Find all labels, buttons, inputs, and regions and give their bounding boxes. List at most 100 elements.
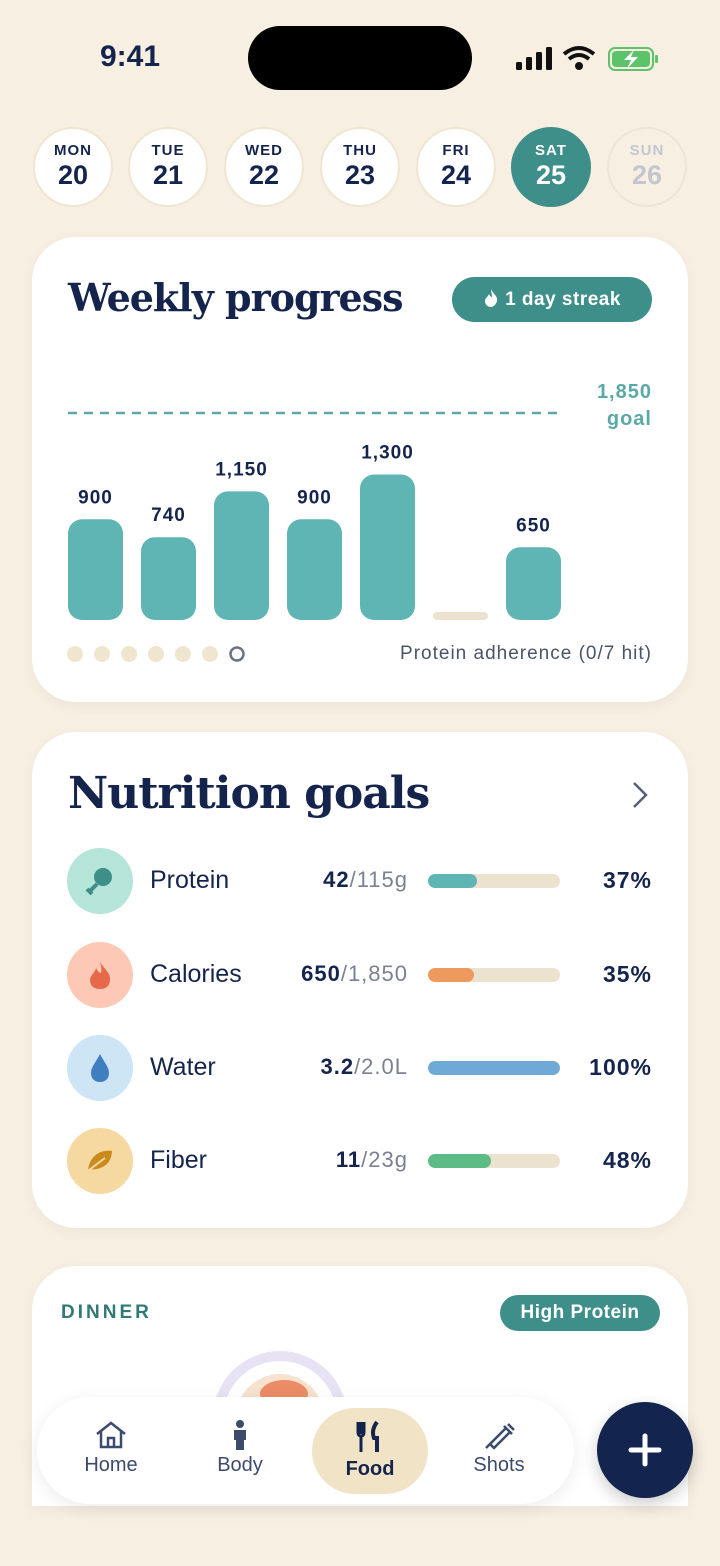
day-date: 25 xyxy=(535,160,567,190)
tab-label: Home xyxy=(84,1454,138,1476)
goal-amount: 3.2/2.0L xyxy=(320,1054,408,1080)
goal-current: 11 xyxy=(335,1147,362,1172)
day-name: THU xyxy=(343,142,377,159)
goal-percent: 48% xyxy=(602,1147,652,1173)
bar xyxy=(506,547,561,620)
tab-label: Shots xyxy=(473,1454,525,1476)
tab-body[interactable]: Body xyxy=(182,1408,298,1494)
streak-text: 1 day streak xyxy=(505,289,621,310)
weekly-card: Weekly progress 1 day streak 1,850 goal … xyxy=(32,237,688,702)
nutrition-title: Nutrition goals xyxy=(68,768,430,819)
status-time: 9:41 xyxy=(100,40,161,73)
bar xyxy=(141,537,196,620)
goal-row: Calories 650/1,850 35% xyxy=(32,942,688,1008)
goal-icon xyxy=(67,942,133,1008)
home-icon xyxy=(96,1421,126,1449)
day-chip[interactable]: THU 23 xyxy=(320,127,400,207)
goal-target: /115g xyxy=(349,867,408,892)
goal-row: Fiber 11/23g 48% xyxy=(32,1128,688,1194)
goal-target: /23g xyxy=(361,1147,408,1172)
day-chip[interactable]: MON 20 xyxy=(33,127,113,207)
day-chip-disabled: SUN 26 xyxy=(607,127,687,207)
dynamic-island xyxy=(248,26,472,90)
streak-badge: 1 day streak xyxy=(452,277,652,322)
day-date: 26 xyxy=(631,160,663,190)
add-button[interactable] xyxy=(597,1402,693,1498)
weekly-chart: 900 740 1,150 900 1,300 650 xyxy=(68,411,561,620)
syringe-icon xyxy=(485,1423,515,1450)
adherence-text: Protein adherence (0/7 hit) xyxy=(400,643,652,664)
empty-bar xyxy=(433,612,488,620)
day-name: WED xyxy=(245,142,283,159)
bar xyxy=(360,474,415,620)
goal-percent: 100% xyxy=(589,1054,652,1080)
goal-current: 42 xyxy=(323,867,350,892)
goal-icon xyxy=(67,1035,133,1101)
tab-label: Body xyxy=(217,1454,263,1476)
adherence-dots xyxy=(67,646,245,662)
goal-target: /1,850 xyxy=(340,961,408,986)
bar-label: 900 xyxy=(78,487,113,508)
day-date: 20 xyxy=(57,160,89,190)
tab-home[interactable]: Home xyxy=(53,1408,169,1494)
bar-label: 740 xyxy=(151,505,186,526)
tab-label: Food xyxy=(345,1458,395,1480)
goal-amount: 650/1,850 xyxy=(301,961,408,987)
goal-fill xyxy=(428,968,475,982)
goal-name: Protein xyxy=(150,866,230,894)
goal-percent: 37% xyxy=(602,867,652,893)
day-date: 23 xyxy=(344,160,376,190)
body-icon xyxy=(234,1420,246,1450)
bar-label: 650 xyxy=(516,515,551,536)
goal-track xyxy=(428,1154,560,1168)
nutrition-card: Nutrition goals xyxy=(32,732,688,1228)
bar-label: 1,300 xyxy=(361,443,414,464)
goal-value: 1,850 xyxy=(596,381,652,403)
goal-track xyxy=(428,1061,560,1075)
day-chip[interactable]: WED 22 xyxy=(224,127,304,207)
status-icons xyxy=(516,46,658,71)
goal-amount: 11/23g xyxy=(336,1147,408,1173)
day-chip-selected[interactable]: SAT 25 xyxy=(511,127,591,207)
bar xyxy=(68,519,123,620)
goal-icon xyxy=(67,1128,133,1194)
goal-current: 650 xyxy=(301,961,341,986)
goal-text: goal xyxy=(606,408,652,430)
goal-fill xyxy=(428,1154,492,1168)
bar xyxy=(287,519,342,620)
goal-row: Water 3.2/2.0L 100% xyxy=(32,1035,688,1101)
goal-fill xyxy=(428,874,477,888)
tab-shots[interactable]: Shots xyxy=(441,1408,557,1494)
goal-amount: 42/115g xyxy=(323,867,408,893)
day-date: 21 xyxy=(152,160,184,190)
goal-name: Calories xyxy=(150,960,242,988)
day-name: TUE xyxy=(151,142,185,159)
goal-name: Water xyxy=(150,1053,216,1081)
bar xyxy=(214,491,269,620)
goal-row: Protein 42/115g 37% xyxy=(32,848,688,914)
goal-track xyxy=(428,968,560,982)
day-name: SAT xyxy=(535,142,567,159)
plus-icon xyxy=(628,1433,662,1467)
goal-label: 1,850 goal xyxy=(597,379,652,433)
day-chip[interactable]: FRI 24 xyxy=(416,127,496,207)
goal-target: /2.0L xyxy=(354,1054,408,1079)
tab-bar xyxy=(37,1397,574,1504)
day-name: SUN xyxy=(629,142,665,159)
food-icon xyxy=(356,1420,379,1452)
bar-label: 1,150 xyxy=(215,459,268,480)
goal-current: 3.2 xyxy=(320,1054,355,1079)
meal-label: DINNER xyxy=(61,1302,152,1323)
meal-tag: High Protein xyxy=(500,1295,660,1331)
weekly-title: Weekly progress xyxy=(68,275,403,320)
day-date: 22 xyxy=(248,160,280,190)
day-chip[interactable]: TUE 21 xyxy=(128,127,208,207)
goal-fill xyxy=(428,1061,560,1075)
day-name: MON xyxy=(54,142,92,159)
bar-label: 900 xyxy=(297,487,332,508)
tab-food[interactable]: Food xyxy=(312,1408,428,1494)
chevron[interactable] xyxy=(628,780,652,810)
goal-track xyxy=(428,874,560,888)
